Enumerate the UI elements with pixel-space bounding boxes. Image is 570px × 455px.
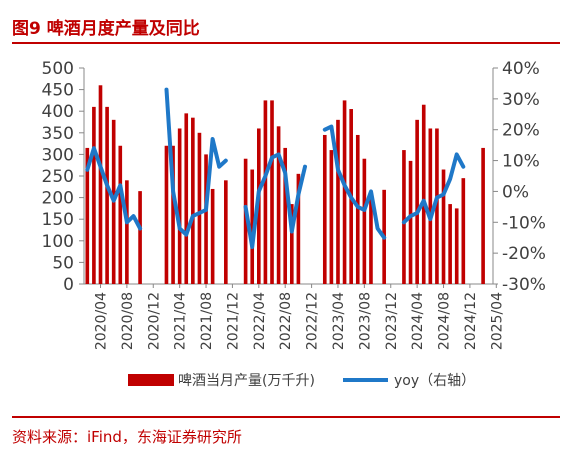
bar [289, 204, 294, 284]
x-tick-label: 2024/08 [437, 292, 453, 350]
legend-line-label: yoy（右轴） [394, 373, 475, 389]
x-tick-label: 2024/12 [463, 292, 479, 350]
right-tick-label: 20% [502, 121, 540, 141]
bar [329, 150, 334, 284]
legend-bar-swatch [128, 374, 174, 386]
bar [454, 208, 459, 284]
bar [296, 173, 301, 284]
yoy-line [322, 124, 387, 240]
yoy-line [401, 152, 466, 225]
bar [171, 145, 175, 284]
bar [355, 134, 360, 284]
bar [224, 180, 228, 284]
figure-title: 图9 啤酒月度产量及同比 [12, 19, 200, 39]
source-bar: 资料来源：iFind，东海证券研究所 [12, 416, 560, 452]
bar [164, 145, 169, 284]
left-tick-label: 400 [42, 102, 74, 122]
x-tick-label: 2022/04 [252, 292, 268, 350]
bar [421, 104, 426, 284]
left-tick-label: 250 [42, 167, 74, 187]
legend-bar-label: 啤酒当月产量(万千升) [178, 373, 315, 389]
bar [250, 169, 255, 284]
bar [342, 100, 347, 285]
bar [243, 158, 248, 284]
bar [105, 106, 109, 284]
left-tick-label: 150 [42, 210, 74, 230]
bar [461, 178, 466, 284]
x-tick-label: 2024/04 [410, 292, 426, 350]
x-tick-label: 2021/12 [225, 292, 241, 350]
yoy-line [164, 87, 228, 237]
left-tick-label: 450 [42, 81, 74, 101]
yoy-line [85, 146, 143, 231]
right-tick-label: 30% [502, 90, 540, 110]
bar [441, 169, 446, 284]
x-tick-label: 2021/08 [199, 292, 215, 350]
source-note: 资料来源：iFind，东海证券研究所 [12, 428, 242, 446]
chart-area: 0 50 100 150 200 250 300 350 400 450 500 -30% -20% -1… [0, 46, 570, 416]
bar [177, 128, 182, 284]
bar [263, 100, 268, 285]
bar [435, 128, 439, 284]
left-tick-label: 200 [42, 189, 74, 209]
yoy-line [243, 152, 307, 249]
x-tick-label: 2020/12 [146, 292, 162, 350]
right-tick-label: -20% [502, 244, 546, 264]
left-tick-label: 350 [42, 124, 74, 144]
x-tick-label: 2020/08 [120, 292, 136, 350]
x-tick-label: 2023/08 [357, 292, 373, 350]
left-tick-label: 300 [42, 145, 74, 165]
right-tick-label: -10% [502, 213, 546, 233]
title-bar: 图9 啤酒月度产量及同比 [12, 8, 560, 44]
x-tick-label: 2023/12 [384, 292, 400, 350]
bar [336, 119, 340, 284]
x-tick-label: 2020/04 [93, 292, 109, 350]
bar [428, 128, 433, 284]
left-tick-label: 50 [52, 253, 74, 273]
bar [415, 119, 419, 284]
right-tick-label: 10% [502, 152, 540, 172]
bar [138, 191, 142, 284]
bar [369, 191, 373, 284]
right-tick-label: 0% [502, 182, 529, 202]
bar [448, 204, 452, 284]
bar [408, 160, 413, 284]
bar [118, 145, 123, 284]
x-tick-label: 2021/04 [173, 292, 189, 350]
left-tick-label: 100 [42, 232, 74, 252]
bar [210, 188, 215, 284]
right-tick-label: -30% [502, 275, 546, 295]
bar [283, 147, 288, 284]
right-tick-label: 40% [502, 59, 540, 79]
bar [191, 117, 195, 285]
left-tick-label: 0 [63, 275, 74, 295]
left-tick-label: 500 [42, 59, 74, 79]
x-tick-label: 2022/08 [278, 292, 294, 350]
bar [125, 180, 129, 284]
bar [402, 150, 406, 284]
bar [322, 134, 327, 284]
bar [270, 100, 274, 285]
x-tick-label: 2022/12 [305, 292, 321, 350]
bar [92, 106, 96, 284]
bar [276, 126, 281, 284]
x-tick-label: 2025/04 [489, 292, 505, 350]
bar [98, 85, 103, 284]
bar [197, 132, 202, 284]
bar [85, 147, 90, 284]
x-tick-label: 2023/04 [331, 292, 347, 350]
bar [184, 113, 189, 284]
bar [204, 154, 208, 284]
bar [481, 147, 485, 284]
bar [362, 158, 367, 284]
